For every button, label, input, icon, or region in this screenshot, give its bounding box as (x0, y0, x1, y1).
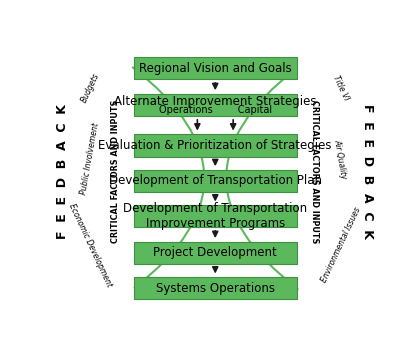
Text: Development of Transportation
Improvement Programs: Development of Transportation Improvemen… (123, 202, 307, 230)
Text: Operations        Capital: Operations Capital (159, 105, 272, 115)
Text: Systems Operations: Systems Operations (156, 282, 275, 295)
Text: Alternate Improvement Strategies: Alternate Improvement Strategies (114, 95, 317, 107)
FancyBboxPatch shape (134, 134, 297, 157)
Text: Regional Vision and Goals: Regional Vision and Goals (139, 62, 291, 75)
FancyBboxPatch shape (134, 94, 297, 116)
Text: Evaluation & Prioritization of Strategies: Evaluation & Prioritization of Strategie… (99, 139, 332, 152)
FancyBboxPatch shape (134, 242, 297, 264)
Text: F  E  E  D  B  A  C  K: F E E D B A C K (56, 104, 69, 239)
FancyBboxPatch shape (134, 277, 297, 299)
FancyArrowPatch shape (226, 69, 298, 289)
FancyBboxPatch shape (134, 205, 297, 227)
Text: Project Development: Project Development (153, 246, 277, 259)
Text: Economic Development: Economic Development (67, 202, 113, 288)
Text: Title VI: Title VI (331, 74, 350, 102)
Text: Development of Transportation Plan: Development of Transportation Plan (109, 174, 322, 187)
Text: F  E  E  D  B  A  C  K: F E E D B A C K (361, 104, 374, 239)
Text: Environmental Issues: Environmental Issues (319, 206, 362, 284)
Text: Air Quality: Air Quality (333, 138, 349, 179)
FancyBboxPatch shape (134, 170, 297, 192)
Text: Public Involvement: Public Involvement (79, 122, 101, 195)
FancyArrowPatch shape (133, 67, 204, 288)
Text: Budgets: Budgets (79, 72, 101, 104)
Text: CRITICAL FACTORS AND INPUTS: CRITICAL FACTORS AND INPUTS (310, 100, 319, 243)
Text: CRITICAL FACTORS AND INPUTS: CRITICAL FACTORS AND INPUTS (111, 100, 121, 243)
FancyBboxPatch shape (134, 57, 297, 80)
